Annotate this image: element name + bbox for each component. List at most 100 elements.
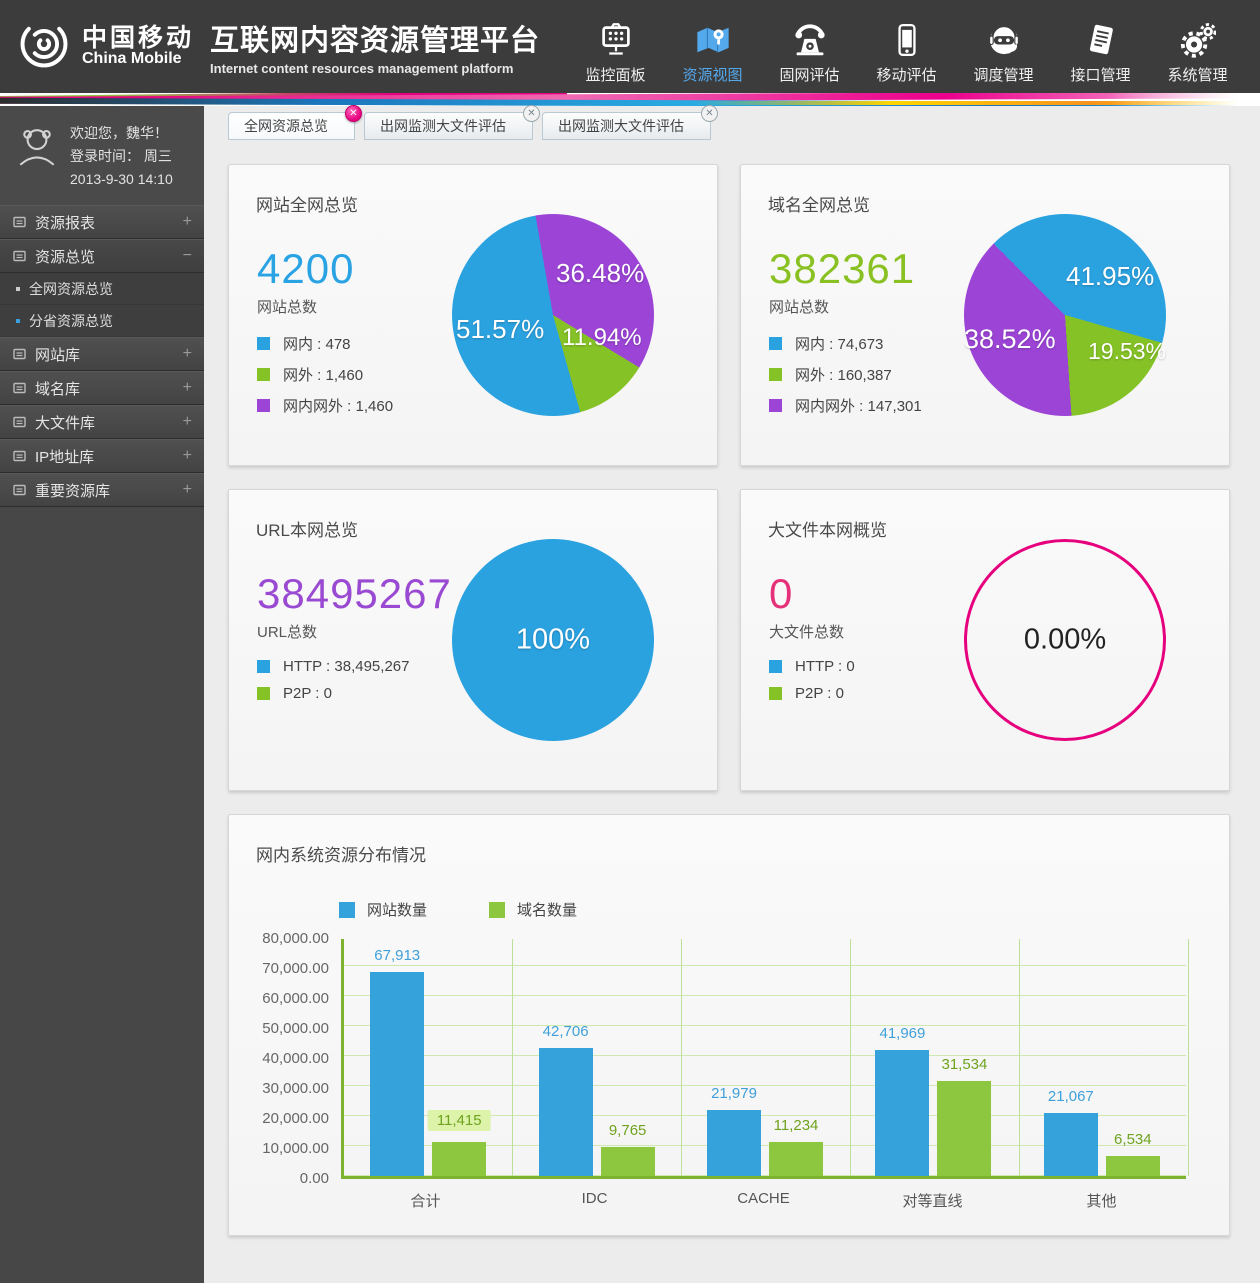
nav-label: 监控面板 xyxy=(585,67,646,84)
x-axis-label: IDC xyxy=(581,1190,608,1207)
bullet-icon xyxy=(16,318,20,323)
document-small-icon xyxy=(12,381,27,395)
tab-close-icon[interactable]: ✕ xyxy=(523,105,540,122)
legend-label: P2P : 0 xyxy=(283,685,332,702)
expand-plus-icon[interactable]: + xyxy=(182,413,192,431)
sidebar-item-resource-reports[interactable]: 资源报表 + xyxy=(0,205,204,240)
bigfile-ring-chart[interactable]: 0.00% xyxy=(964,539,1166,741)
nav-item-resource-view[interactable]: 资源视图 xyxy=(664,8,761,85)
sidebar-item-important-resources[interactable]: 重要资源库 + xyxy=(0,473,204,508)
url-pie-chart[interactable]: 100% xyxy=(452,539,654,741)
expand-plus-icon[interactable]: + xyxy=(182,213,192,231)
monitor-icon xyxy=(567,18,664,58)
y-axis-label: 80,000.00 xyxy=(262,930,329,947)
legend-item: P2P : 0 xyxy=(257,685,409,702)
domain-count-bar-对等直线[interactable]: 31,534 xyxy=(937,1056,992,1176)
url-total-stat: 38495267 URL总数 xyxy=(257,570,452,642)
domain-count-bar-IDC[interactable]: 9,765 xyxy=(600,1122,655,1176)
sidebar-item-label: 重要资源库 xyxy=(35,482,111,500)
legend-item: HTTP : 0 xyxy=(769,658,855,675)
x-axis-label: 其他 xyxy=(1086,1193,1117,1210)
map-icon xyxy=(664,18,761,58)
x-axis-label: 合计 xyxy=(410,1193,441,1210)
tab-label: 出网监测大文件评估 xyxy=(558,118,684,134)
y-axis-label: 60,000.00 xyxy=(262,990,329,1007)
card-title: 网站全网总览 xyxy=(256,196,358,215)
bar-value-label: 42,706 xyxy=(542,1022,589,1040)
sidebar-item-province-overview[interactable]: 分省资源总览 xyxy=(0,305,204,338)
stat-number: 4200 xyxy=(257,245,355,292)
sidebar-item-domain-library[interactable]: 域名库 + xyxy=(0,371,204,406)
y-axis-label: 30,000.00 xyxy=(262,1080,329,1097)
x-axis-label: 对等直线 xyxy=(902,1193,963,1210)
legend-swatch xyxy=(339,901,355,918)
document-small-icon xyxy=(12,249,27,263)
domain-count-bar-CACHE[interactable]: 11,234 xyxy=(769,1117,824,1176)
sidebar: 欢迎您，魏华！ 登录时间： 周三 2013-9-30 14:10 资源报表 + … xyxy=(0,106,204,1283)
bar-group-合计: 67,913 11,415 xyxy=(344,939,512,1176)
legend-label: 网站数量 xyxy=(367,902,428,919)
legend-item: 网站数量 xyxy=(339,899,427,920)
sidebar-submenu: 全网资源总览 分省资源总览 xyxy=(0,273,204,338)
bigfile-overview-card: 大文件本网概览 0 大文件总数 HTTP : 0 P2P : 0 0.00% xyxy=(740,489,1230,791)
sidebar-subitem-label: 全网资源总览 xyxy=(29,280,113,297)
website-count-bar-其他[interactable]: 21,067 xyxy=(1043,1088,1098,1176)
brand-text: 中国移动 China Mobile xyxy=(82,25,194,68)
bar-value-label: 11,415 xyxy=(427,1109,491,1131)
expand-plus-icon[interactable]: + xyxy=(182,345,192,363)
tab-outbound-bigfile-eval-2[interactable]: 出网监测大文件评估 ✕ xyxy=(542,105,718,140)
bar-value-label: 67,913 xyxy=(374,947,421,965)
tab-outbound-bigfile-eval-1[interactable]: 出网监测大文件评估 ✕ xyxy=(364,105,540,140)
domain-pie-chart[interactable]: 41.95% 19.53% 38.52% xyxy=(964,214,1166,416)
nav-item-dashboard[interactable]: 监控面板 xyxy=(567,8,664,85)
stat-number: 38495267 xyxy=(257,570,452,617)
pie[interactable] xyxy=(452,214,654,416)
collapse-minus-icon[interactable]: − xyxy=(182,247,192,265)
sidebar-subitem-label: 分省资源总览 xyxy=(29,312,113,329)
pie-legend: 网内 : 74,673 网外 : 160,387 网内网外 : 147,301 xyxy=(769,333,922,426)
nav-item-scheduling[interactable]: 调度管理 xyxy=(955,8,1052,85)
sidebar-item-bigfile-library[interactable]: 大文件库 + xyxy=(0,405,204,440)
domain-overview-card: 域名全网总览 382361 网站总数 网内 : 74,673 网外 : 160,… xyxy=(740,164,1230,466)
sidebar-item-ip-library[interactable]: IP地址库 + xyxy=(0,439,204,474)
website-count-bar-IDC[interactable]: 42,706 xyxy=(538,1023,593,1176)
card-title: URL本网总览 xyxy=(256,521,359,540)
nav-item-interface-mgmt[interactable]: 接口管理 xyxy=(1052,8,1149,85)
bar-group-其他: 21,067 6,534 xyxy=(1018,939,1186,1176)
nav-item-system-mgmt[interactable]: 系统管理 xyxy=(1149,8,1246,85)
tab-label: 全网资源总览 xyxy=(244,118,328,134)
expand-plus-icon[interactable]: + xyxy=(182,447,192,465)
tab-close-icon[interactable]: ✕ xyxy=(701,105,718,122)
legend-label: P2P : 0 xyxy=(795,685,844,702)
sidebar-item-label: 资源总览 xyxy=(35,248,96,266)
nav-item-fixed-network-eval[interactable]: 固网评估 xyxy=(761,8,858,85)
ring[interactable] xyxy=(964,539,1166,741)
brand-name-cn: 中国移动 xyxy=(82,23,195,52)
sidebar-item-label: IP地址库 xyxy=(35,448,95,466)
vertical-gridline xyxy=(681,939,682,1176)
sidebar-item-website-library[interactable]: 网站库 + xyxy=(0,337,204,372)
sidebar-item-whole-network-overview[interactable]: 全网资源总览 xyxy=(0,273,204,306)
expand-plus-icon[interactable]: + xyxy=(182,481,192,499)
sidebar-item-resource-overview[interactable]: 资源总览 − xyxy=(0,239,204,274)
legend-label: 网内网外 : 1,460 xyxy=(283,398,394,415)
card-title: 大文件本网概览 xyxy=(768,521,887,540)
pie[interactable] xyxy=(964,214,1166,416)
pie-slice-label: 36.48% xyxy=(556,258,645,288)
website-count-bar-合计[interactable]: 67,913 xyxy=(370,947,425,1176)
website-count-bar-对等直线[interactable]: 41,969 xyxy=(875,1025,930,1176)
tab-close-icon[interactable]: ✕ xyxy=(345,105,362,122)
bar-group-对等直线: 41,969 31,534 xyxy=(849,939,1017,1176)
tab-whole-network-overview[interactable]: 全网资源总览 ✕ xyxy=(228,105,362,140)
website-count-bar-CACHE[interactable]: 21,979 xyxy=(707,1085,762,1176)
nav-item-mobile-eval[interactable]: 移动评估 xyxy=(858,8,955,85)
domain-count-bar-其他[interactable]: 6,534 xyxy=(1105,1131,1160,1176)
pie[interactable] xyxy=(452,539,654,741)
domain-count-bar-合计[interactable]: 11,415 xyxy=(427,1109,491,1176)
nav-label: 资源视图 xyxy=(682,67,743,84)
expand-plus-icon[interactable]: + xyxy=(182,379,192,397)
vertical-gridline xyxy=(1188,939,1189,1176)
website-pie-chart[interactable]: 36.48% 11.94% 51.57% xyxy=(452,214,654,416)
legend-item: HTTP : 38,495,267 xyxy=(257,658,409,675)
legend-label: 域名数量 xyxy=(517,902,578,919)
